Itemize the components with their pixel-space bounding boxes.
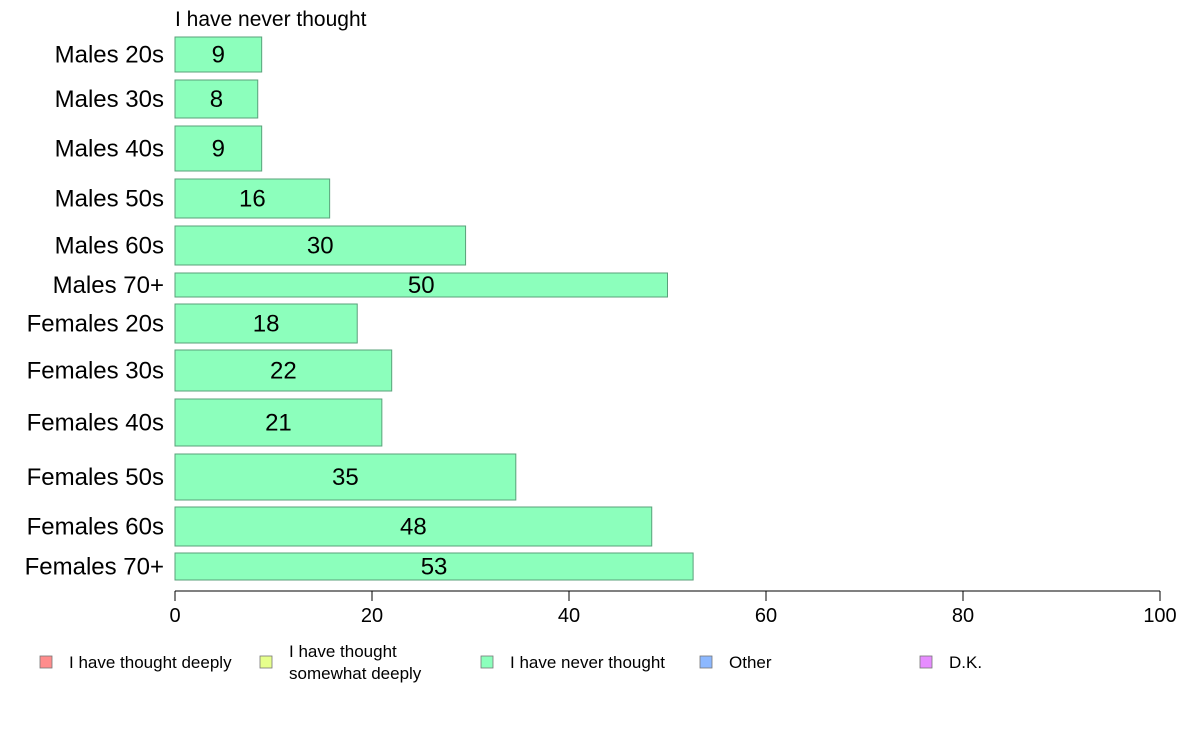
- bar-value-label: 8: [210, 86, 223, 113]
- bar-females-30s: [174, 349, 393, 392]
- category-label: Females 70+: [25, 554, 164, 581]
- bar-females-70-: [174, 552, 694, 581]
- x-tick-label: 60: [755, 605, 777, 627]
- bar-value-label: 9: [212, 136, 225, 163]
- bar-males-50s: [174, 178, 331, 219]
- bar-value-label: 9: [212, 42, 225, 69]
- legend-label: I have never thought: [510, 653, 665, 672]
- x-axis: 0 20 40 60 80 100: [169, 590, 1177, 627]
- category-label: Males 30s: [55, 86, 164, 113]
- panel-title: I have never thought: [175, 8, 367, 31]
- category-label: Males 20s: [55, 42, 164, 69]
- x-tick-label: 0: [169, 605, 180, 627]
- bar-value-label: 22: [270, 358, 297, 385]
- legend-label: I have thought somewhat deeply: [289, 642, 422, 683]
- category-labels: Males 20s Males 30s Males 40s Males 50s Male…: [25, 42, 164, 581]
- legend-swatch: [699, 655, 713, 669]
- category-label: Females 30s: [27, 358, 164, 385]
- category-label: Females 60s: [27, 514, 164, 541]
- bar-males-60s: [174, 225, 467, 266]
- bar-males-30s: [174, 79, 259, 119]
- bar-females-50s: [174, 453, 517, 501]
- x-tick-label: 20: [361, 605, 383, 627]
- legend-swatch: [480, 655, 494, 669]
- bar-value-label: 16: [239, 186, 266, 213]
- category-label: Males 60s: [55, 233, 164, 260]
- bar-males-70-: [174, 272, 668, 298]
- legend-label: I have thought deeply: [69, 653, 232, 672]
- bar-value-label: 18: [253, 311, 280, 338]
- bar-value-label: 50: [408, 272, 435, 299]
- bar-males-20s: [174, 36, 263, 73]
- bars-group: 9 8 9 16 30 50 18 22 21 35 48 53: [174, 36, 694, 581]
- category-label: Females 50s: [27, 464, 164, 491]
- legend-label: Other: [729, 653, 772, 672]
- bar-males-40s: [174, 125, 263, 172]
- legend-swatch: [39, 655, 53, 669]
- category-label: Females 40s: [27, 410, 164, 437]
- legend-swatch: [259, 655, 273, 669]
- x-tick-label: 100: [1143, 605, 1176, 627]
- bar-females-40s: [174, 398, 383, 447]
- x-tick-label: 40: [558, 605, 580, 627]
- bar-value-label: 30: [307, 233, 334, 260]
- category-label: Males 70+: [53, 272, 164, 299]
- bar-value-label: 21: [265, 410, 292, 437]
- bar-females-60s: [174, 506, 653, 547]
- bar-value-label: 53: [421, 554, 448, 581]
- legend: I have thought deeply I have thought somew…: [39, 642, 982, 683]
- x-tick-label: 80: [952, 605, 974, 627]
- legend-label: D.K.: [949, 653, 982, 672]
- bar-value-label: 35: [332, 464, 359, 491]
- legend-swatch: [919, 655, 933, 669]
- category-label: Females 20s: [27, 311, 164, 338]
- category-label: Males 40s: [55, 136, 164, 163]
- bar-females-20s: [174, 303, 358, 344]
- bar-value-label: 48: [400, 514, 427, 541]
- category-label: Males 50s: [55, 186, 164, 213]
